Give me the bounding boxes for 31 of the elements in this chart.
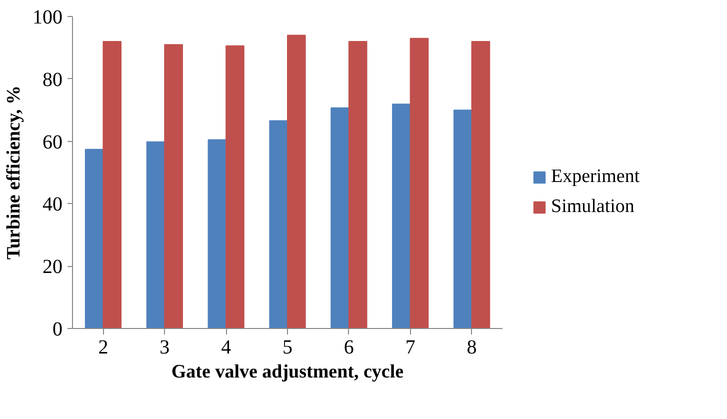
bar: [102, 40, 122, 328]
bar: [348, 40, 368, 328]
y-tick-label: 20: [42, 256, 62, 278]
y-tick-label: 0: [52, 318, 62, 340]
bar: [146, 141, 166, 328]
bar: [392, 104, 411, 328]
bar: [226, 45, 244, 328]
bar: [471, 40, 490, 328]
bar: [453, 110, 472, 328]
x-tick-label: 3: [160, 336, 170, 358]
y-tick-label: 80: [42, 68, 62, 91]
y-tick-label: 40: [42, 194, 62, 216]
bar: [410, 38, 429, 328]
x-tick-label: 2: [98, 336, 108, 358]
x-tick-label: 6: [344, 336, 354, 358]
y-tick-label: 60: [42, 131, 62, 154]
x-tick-label: 7: [405, 336, 416, 358]
bar: [287, 34, 306, 328]
bar: [330, 107, 350, 328]
legend-label: Simulation: [551, 196, 634, 218]
bar: [84, 148, 104, 328]
y-axis-title: Turbine efficiency, %: [4, 85, 24, 260]
x-tick-label: 5: [282, 336, 292, 358]
legend-label: Experiment: [551, 166, 640, 188]
x-axis-title: Gate valve adjustment, cycle: [171, 362, 404, 382]
bar: [164, 44, 183, 328]
bar: [269, 120, 288, 328]
x-tick-label: 4: [221, 336, 232, 358]
x-tick-label: 8: [466, 336, 477, 358]
y-tick-label: 100: [32, 6, 62, 28]
bar: [208, 139, 227, 328]
